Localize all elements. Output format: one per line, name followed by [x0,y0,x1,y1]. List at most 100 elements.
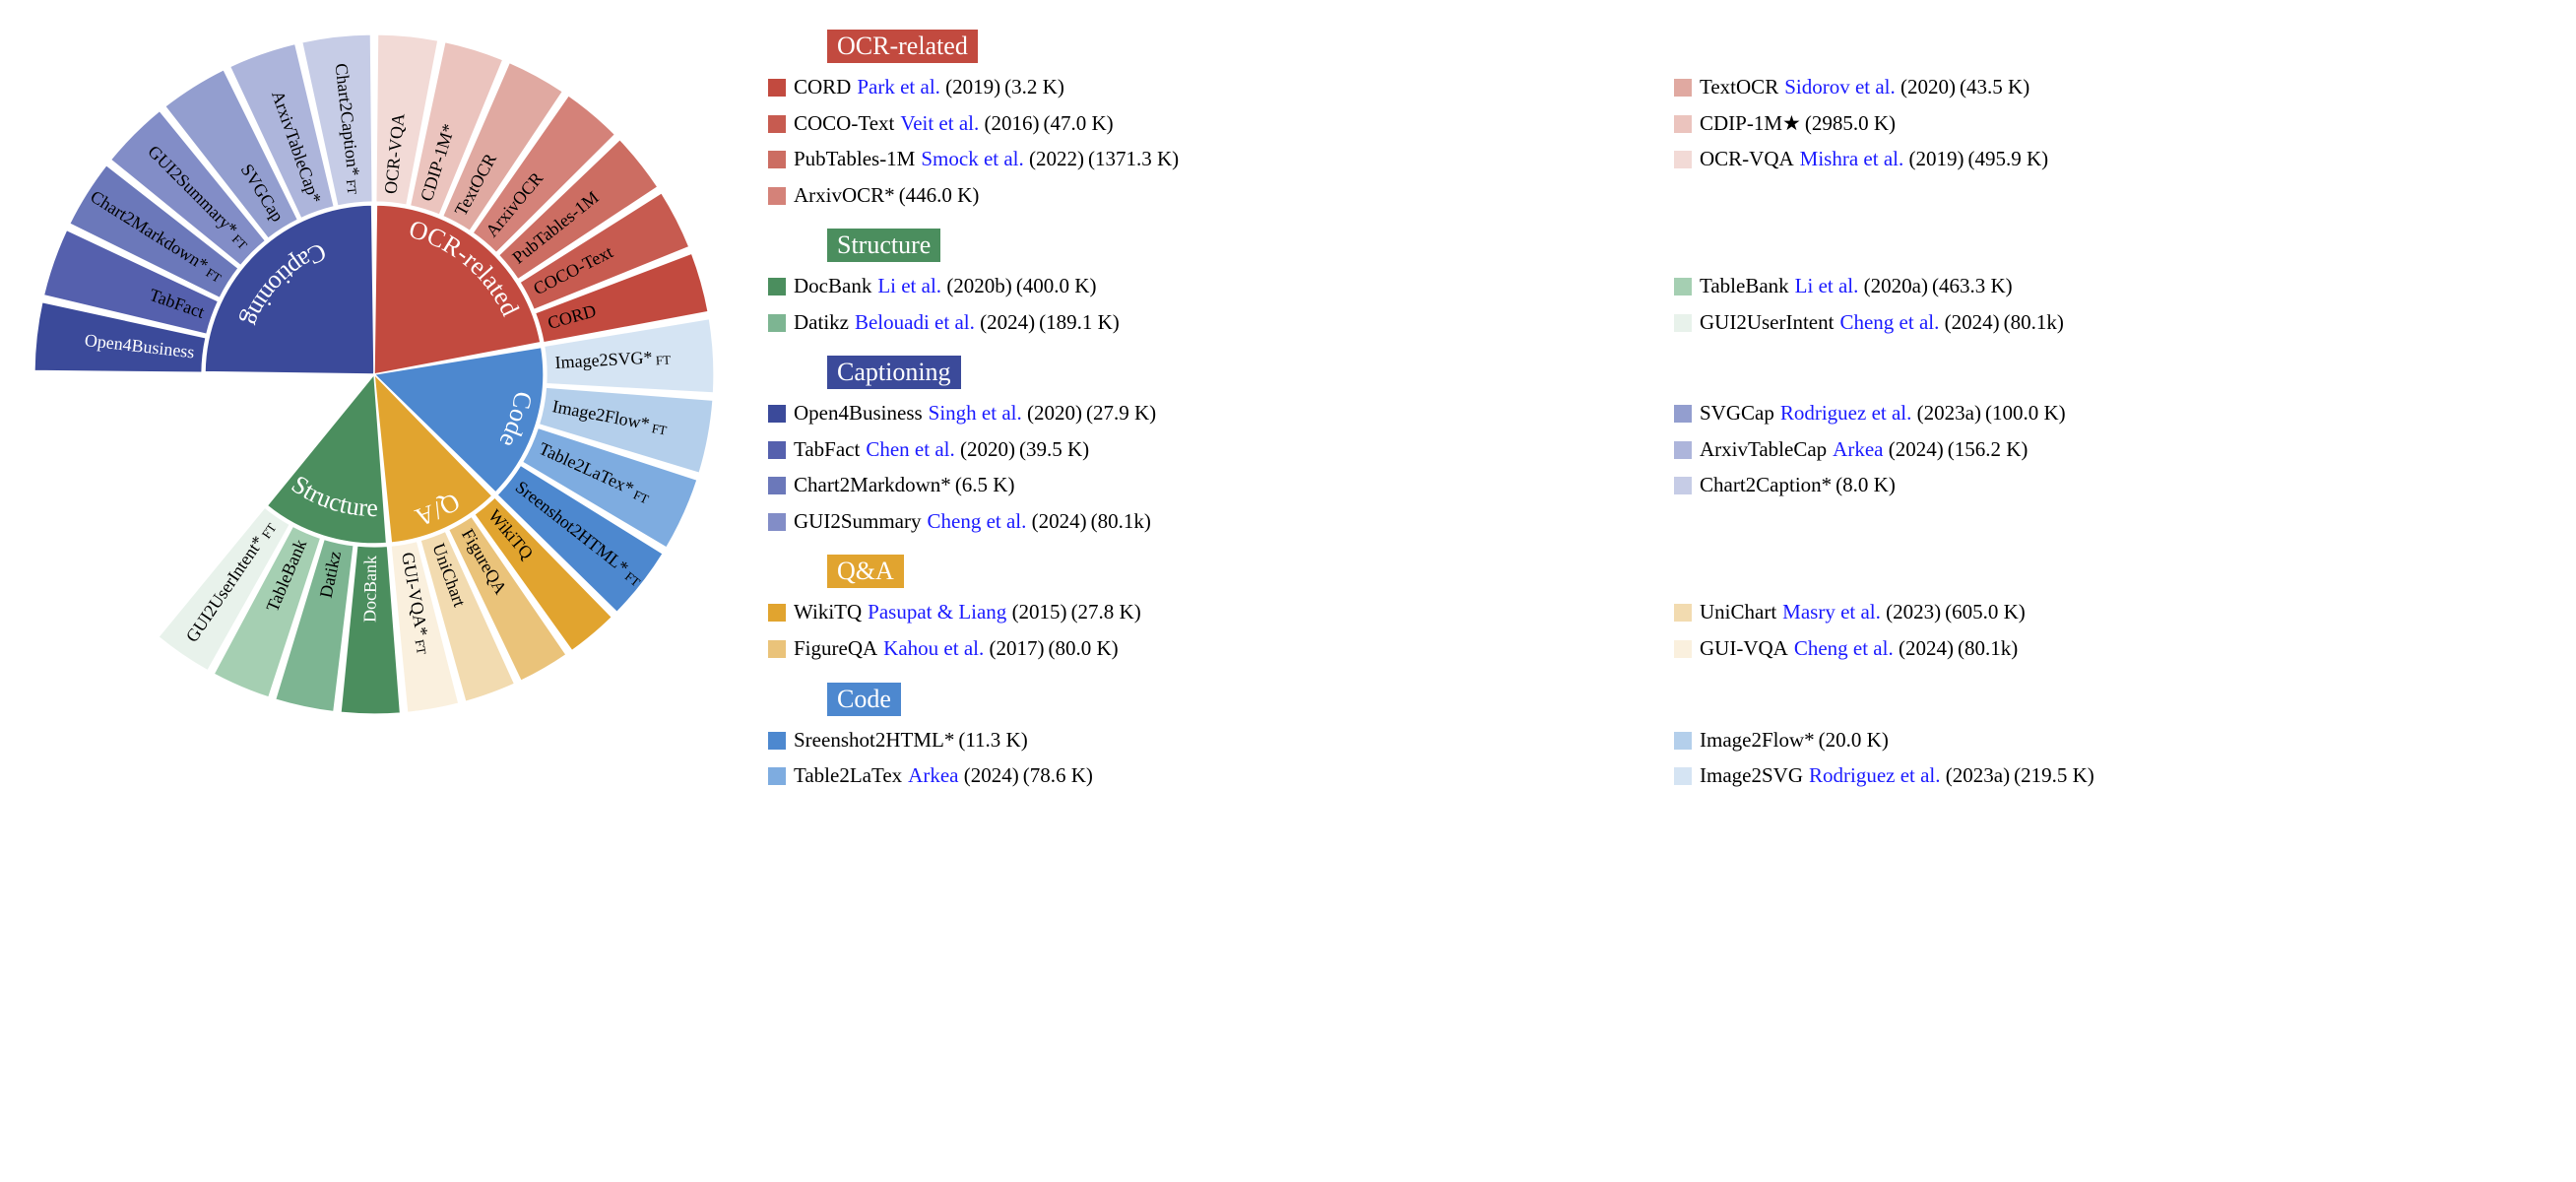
dataset-size: (20.0 K) [1819,724,1889,756]
citation-link[interactable]: Mishra et al. (2019) [1800,143,1964,175]
legend-item: ArxivTableCapArkea (2024) (156.2 K) [1674,433,2556,466]
dataset-name: ArxivTableCap [1700,433,1827,466]
citation-link[interactable]: Sidorov et al. (2020) [1784,71,1956,103]
swatch [768,405,786,423]
dataset-name: GUI2UserIntent [1700,306,1834,339]
dataset-name: COCO-Text [794,107,894,140]
citation-link[interactable]: Arkea (2024) [908,759,1019,792]
dataset-name: Table2LaTex [794,759,902,792]
dataset-name: Datikz [794,306,849,339]
swatch [1674,604,1692,622]
citation-link[interactable]: Rodriguez et al. (2023a) [1780,397,1981,429]
legend-item: PubTables-1MSmock et al. (2022) (1371.3 … [768,143,1650,175]
dataset-size: (189.1 K) [1039,306,1120,339]
dataset-name: TableBank [1700,270,1789,302]
dataset-size: (400.0 K) [1016,270,1097,302]
citation-link[interactable]: Arkea (2024) [1833,433,1944,466]
dataset-size: (27.8 K) [1071,596,1141,628]
dataset-size: (43.5 K) [1960,71,2029,103]
item-grid: WikiTQPasupat & Liang (2015) (27.8 K) Uni… [768,596,2556,664]
citation-link[interactable]: Li et al. (2020a) [1795,270,1928,302]
swatch [1674,477,1692,494]
legend-item: FigureQAKahou et al. (2017) (80.0 K) [768,632,1650,665]
swatch [1674,767,1692,785]
item-grid: DocBankLi et al. (2020b) (400.0 K) TableB… [768,270,2556,338]
dataset-size: (495.9 K) [1967,143,2048,175]
legend-item: DatikzBelouadi et al. (2024) (189.1 K) [768,306,1650,339]
citation-link[interactable]: Belouadi et al. (2024) [855,306,1035,339]
category-header: Captioning [827,356,961,389]
swatch [768,314,786,332]
legend-item: GUI-VQACheng et al. (2024) (80.1k) [1674,632,2556,665]
category-header: Q&A [827,555,904,588]
dataset-size: (100.0 K) [1985,397,2066,429]
swatch [768,79,786,97]
legend-item: Image2Flow* (20.0 K) [1674,724,2556,756]
legend-item: Chart2Caption* (8.0 K) [1674,469,2556,501]
swatch [768,115,786,133]
dataset-name: UniChart [1700,596,1776,628]
dataset-size: (80.0 K) [1048,632,1118,665]
dataset-size: (39.5 K) [1019,433,1089,466]
legend-item [1674,179,2556,212]
citation-link[interactable]: Masry et al. (2023) [1782,596,1941,628]
category-structure: Structure DocBankLi et al. (2020b) (400.0… [768,229,2556,338]
dataset-name: PubTables-1M [794,143,915,175]
dataset-size: (80.1k) [1091,505,1151,538]
category-header: Structure [827,229,940,262]
swatch [1674,278,1692,296]
swatch [768,604,786,622]
swatch [768,278,786,296]
swatch [1674,405,1692,423]
swatch [1674,441,1692,459]
sunburst-chart: CaptioningOpen4BusinessTabFactChart2Mark… [20,20,729,729]
dataset-name: FigureQA [794,632,877,665]
dataset-name: TextOCR [1700,71,1778,103]
dataset-size: (3.2 K) [1004,71,1064,103]
legend-item: COCO-TextVeit et al. (2016) (47.0 K) [768,107,1650,140]
category-code: Code Sreenshot2HTML* (11.3 K) Image2Flow* … [768,683,2556,792]
dataset-name: CDIP-1M★ [1700,107,1801,140]
citation-link[interactable]: Cheng et al. (2024) [1794,632,1954,665]
legend-item: SVGCapRodriguez et al. (2023a) (100.0 K) [1674,397,2556,429]
dataset-name: TabFact [794,433,860,466]
dataset-size: (219.5 K) [2014,759,2094,792]
dataset-size: (78.6 K) [1023,759,1093,792]
dataset-name: WikiTQ [794,596,862,628]
category-captioning: Captioning Open4BusinessSingh et al. (202… [768,356,2556,537]
swatch [1674,79,1692,97]
legend-item: DocBankLi et al. (2020b) (400.0 K) [768,270,1650,302]
swatch [768,151,786,168]
legend-item: TableBankLi et al. (2020a) (463.3 K) [1674,270,2556,302]
item-grid: Open4BusinessSingh et al. (2020) (27.9 K… [768,397,2556,537]
citation-link[interactable]: Cheng et al. (2024) [1839,306,1999,339]
dataset-name: Sreenshot2HTML* [794,724,954,756]
citation-link[interactable]: Rodriguez et al. (2023a) [1809,759,2010,792]
category-header: Code [827,683,901,716]
citation-link[interactable]: Kahou et al. (2017) [883,632,1044,665]
citation-link[interactable]: Chen et al. (2020) [866,433,1015,466]
swatch [768,732,786,750]
dataset-name: GUI2Summary [794,505,922,538]
swatch [768,513,786,531]
citation-link[interactable]: Smock et al. (2022) [921,143,1084,175]
dataset-size: (11.3 K) [958,724,1027,756]
item-grid: CORDPark et al. (2019) (3.2 K) TextOCRSid… [768,71,2556,211]
citation-link[interactable]: Singh et al. (2020) [929,397,1082,429]
dataset-size: (8.0 K) [1835,469,1896,501]
swatch [1674,115,1692,133]
legend-item: WikiTQPasupat & Liang (2015) (27.8 K) [768,596,1650,628]
citation-link[interactable]: Park et al. (2019) [857,71,1000,103]
citation-link[interactable]: Veit et al. (2016) [900,107,1039,140]
dataset-size: (446.0 K) [899,179,980,212]
legend-item: TabFactChen et al. (2020) (39.5 K) [768,433,1650,466]
legend-item: CDIP-1M★ (2985.0 K) [1674,107,2556,140]
citation-link[interactable]: Pasupat & Liang (2015) [868,596,1066,628]
dataset-name: Chart2Caption* [1700,469,1832,501]
legend-item: GUI2UserIntentCheng et al. (2024) (80.1k… [1674,306,2556,339]
dataset-size: (463.3 K) [1932,270,2013,302]
citation-link[interactable]: Cheng et al. (2024) [928,505,1087,538]
citation-link[interactable]: Li et al. (2020b) [877,270,1011,302]
dataset-name: OCR-VQA [1700,143,1794,175]
legend-item: CORDPark et al. (2019) (3.2 K) [768,71,1650,103]
